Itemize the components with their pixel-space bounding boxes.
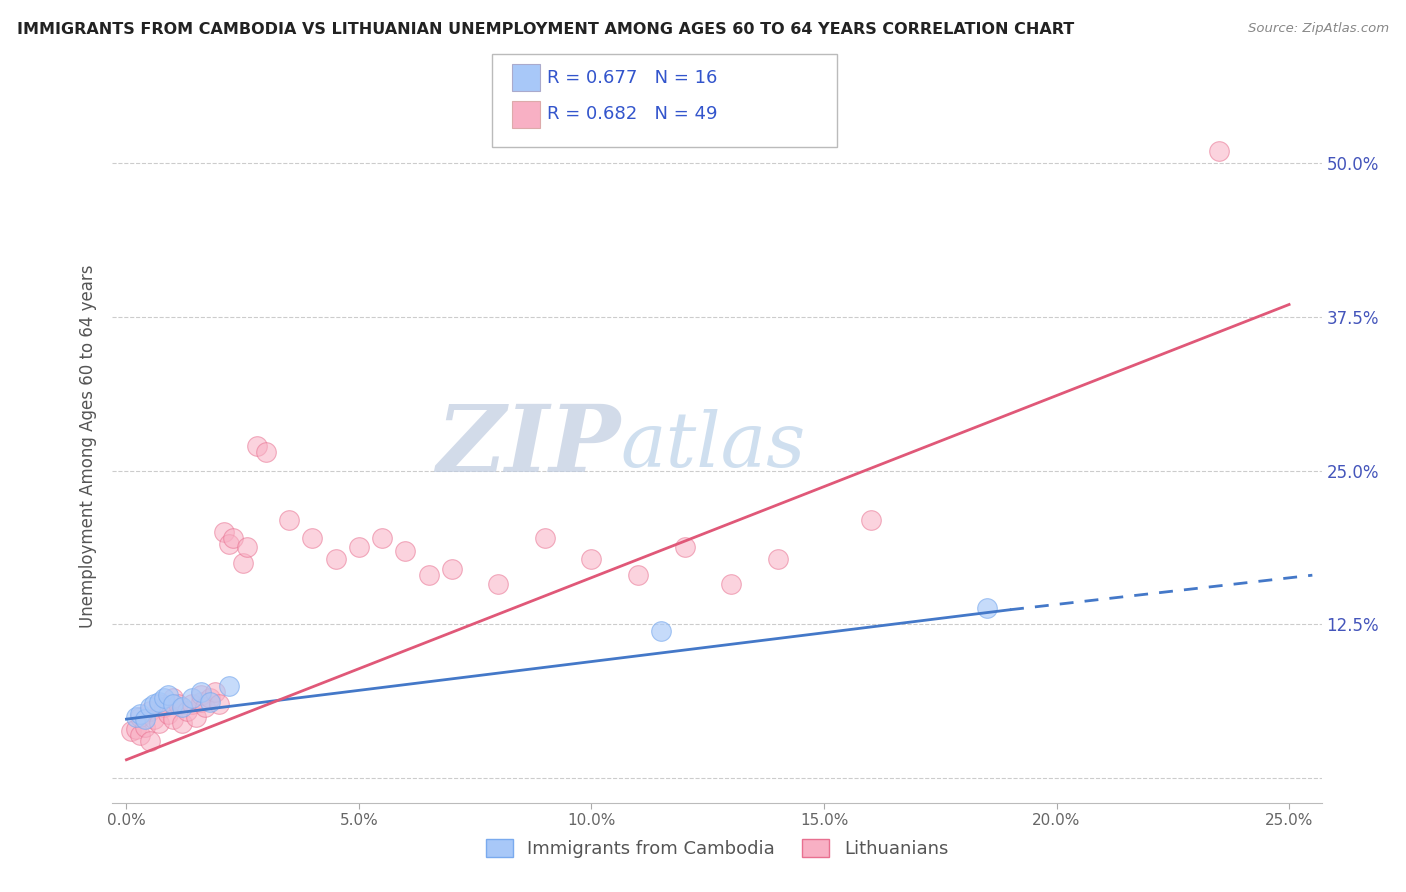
Point <box>194 699 217 714</box>
Point <box>232 556 254 570</box>
Point <box>218 679 240 693</box>
Point <box>208 698 231 712</box>
Point <box>157 688 180 702</box>
Text: ZIP: ZIP <box>436 401 620 491</box>
Point <box>190 685 212 699</box>
Point <box>172 715 194 730</box>
Point <box>162 698 184 712</box>
Point <box>138 699 160 714</box>
Point <box>859 513 882 527</box>
Point <box>152 691 174 706</box>
Legend: Immigrants from Cambodia, Lithuanians: Immigrants from Cambodia, Lithuanians <box>478 831 956 865</box>
Point <box>134 712 156 726</box>
Point <box>534 531 557 545</box>
Point <box>120 724 142 739</box>
Point <box>138 704 160 718</box>
Point <box>162 712 184 726</box>
Point <box>325 552 347 566</box>
Y-axis label: Unemployment Among Ages 60 to 64 years: Unemployment Among Ages 60 to 64 years <box>79 264 97 628</box>
Point <box>650 624 672 638</box>
Point <box>766 552 789 566</box>
Point <box>301 531 323 545</box>
Point <box>186 709 208 723</box>
Text: atlas: atlas <box>620 409 806 483</box>
Point <box>129 709 152 723</box>
Point <box>190 688 212 702</box>
Point <box>129 728 152 742</box>
Point <box>254 445 277 459</box>
Point <box>134 719 156 733</box>
Point <box>236 540 259 554</box>
Point <box>138 734 160 748</box>
Point <box>673 540 696 554</box>
Point <box>627 568 650 582</box>
Point <box>176 704 198 718</box>
Point <box>1208 144 1230 158</box>
Point <box>143 712 166 726</box>
Point <box>198 691 221 706</box>
Point <box>212 525 235 540</box>
Point <box>347 540 370 554</box>
Point <box>125 709 148 723</box>
Point <box>125 722 148 736</box>
Point <box>440 562 463 576</box>
Point <box>418 568 440 582</box>
Point <box>204 685 226 699</box>
Point <box>246 439 269 453</box>
Point <box>148 695 170 709</box>
Point <box>581 552 603 566</box>
Point <box>190 695 212 709</box>
Point <box>162 691 184 706</box>
Point <box>394 543 416 558</box>
Point <box>129 707 152 722</box>
Point <box>172 699 194 714</box>
Point <box>218 537 240 551</box>
Point <box>371 531 394 545</box>
Point <box>278 513 301 527</box>
Point <box>180 698 202 712</box>
Text: IMMIGRANTS FROM CAMBODIA VS LITHUANIAN UNEMPLOYMENT AMONG AGES 60 TO 64 YEARS CO: IMMIGRANTS FROM CAMBODIA VS LITHUANIAN U… <box>17 22 1074 37</box>
Point <box>976 601 998 615</box>
Point <box>488 576 510 591</box>
Text: R = 0.677   N = 16: R = 0.677 N = 16 <box>547 69 717 87</box>
Point <box>152 699 174 714</box>
Point <box>180 691 202 706</box>
Point <box>166 698 188 712</box>
Point <box>198 695 221 709</box>
Text: Source: ZipAtlas.com: Source: ZipAtlas.com <box>1249 22 1389 36</box>
Point <box>143 698 166 712</box>
Point <box>222 531 245 545</box>
Point <box>157 707 180 722</box>
Point <box>148 698 170 712</box>
Point <box>148 715 170 730</box>
Point <box>720 576 742 591</box>
Text: R = 0.682   N = 49: R = 0.682 N = 49 <box>547 105 717 123</box>
